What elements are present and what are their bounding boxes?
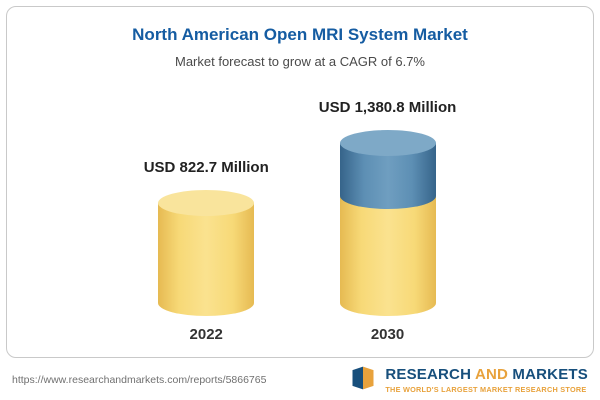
brand-text: RESEARCH AND MARKETS THE WORLD'S LARGEST… bbox=[385, 366, 588, 394]
bar-2022 bbox=[158, 190, 255, 316]
brand-name: RESEARCH AND MARKETS bbox=[385, 366, 588, 383]
bar-2030-top-ellipse bbox=[339, 130, 436, 156]
bar-group-2030: USD 1,380.8 Million 2030 bbox=[319, 99, 457, 343]
cylinder-bar-chart: USD 822.7 Million 2022 USD 1,380.8 Milli… bbox=[7, 69, 593, 357]
category-label-2022: 2022 bbox=[189, 326, 223, 343]
bar-group-2022: USD 822.7 Million 2022 bbox=[144, 159, 269, 343]
brand-logo: RESEARCH AND MARKETS THE WORLD'S LARGEST… bbox=[349, 364, 588, 397]
brand-tagline: THE WORLD'S LARGEST MARKET RESEARCH STOR… bbox=[385, 385, 587, 394]
value-label-2022: USD 822.7 Million bbox=[143, 159, 269, 176]
chart-header: North American Open MRI System Market Ma… bbox=[7, 7, 593, 69]
category-label-2030: 2030 bbox=[370, 326, 405, 343]
bar-2022-body bbox=[158, 203, 255, 316]
bar-2030 bbox=[339, 130, 436, 316]
brand-logo-icon bbox=[349, 364, 377, 397]
brand-word-markets: MARKETS bbox=[512, 366, 588, 383]
bar-2030-yellow-segment bbox=[339, 196, 436, 316]
brand-word-research: RESEARCH bbox=[385, 366, 472, 383]
source-url: https://www.researchandmarkets.com/repor… bbox=[12, 374, 267, 386]
chart-title: North American Open MRI System Market bbox=[132, 25, 468, 44]
chart-card: North American Open MRI System Market Ma… bbox=[6, 6, 594, 358]
brand-word-and: AND bbox=[474, 366, 509, 383]
bar-2022-top-ellipse bbox=[158, 190, 255, 216]
footer: https://www.researchandmarkets.com/repor… bbox=[0, 360, 600, 400]
chart-subtitle: Market forecast to grow at a CAGR of 6.7… bbox=[175, 54, 425, 69]
value-label-2030: USD 1,380.8 Million bbox=[318, 99, 457, 116]
